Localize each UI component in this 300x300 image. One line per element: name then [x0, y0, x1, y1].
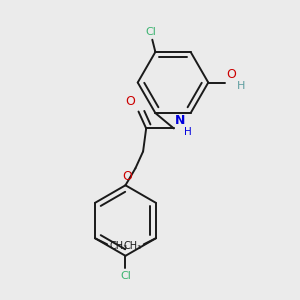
Text: N: N: [175, 114, 186, 127]
Text: O: O: [226, 68, 236, 81]
Text: Cl: Cl: [145, 27, 156, 37]
Text: O: O: [126, 95, 135, 109]
Text: H: H: [184, 127, 191, 137]
Text: H: H: [237, 81, 245, 91]
Text: Cl: Cl: [120, 271, 131, 281]
Text: CH₃: CH₃: [110, 241, 128, 251]
Text: O: O: [122, 170, 132, 183]
Text: CH₃: CH₃: [123, 241, 141, 251]
